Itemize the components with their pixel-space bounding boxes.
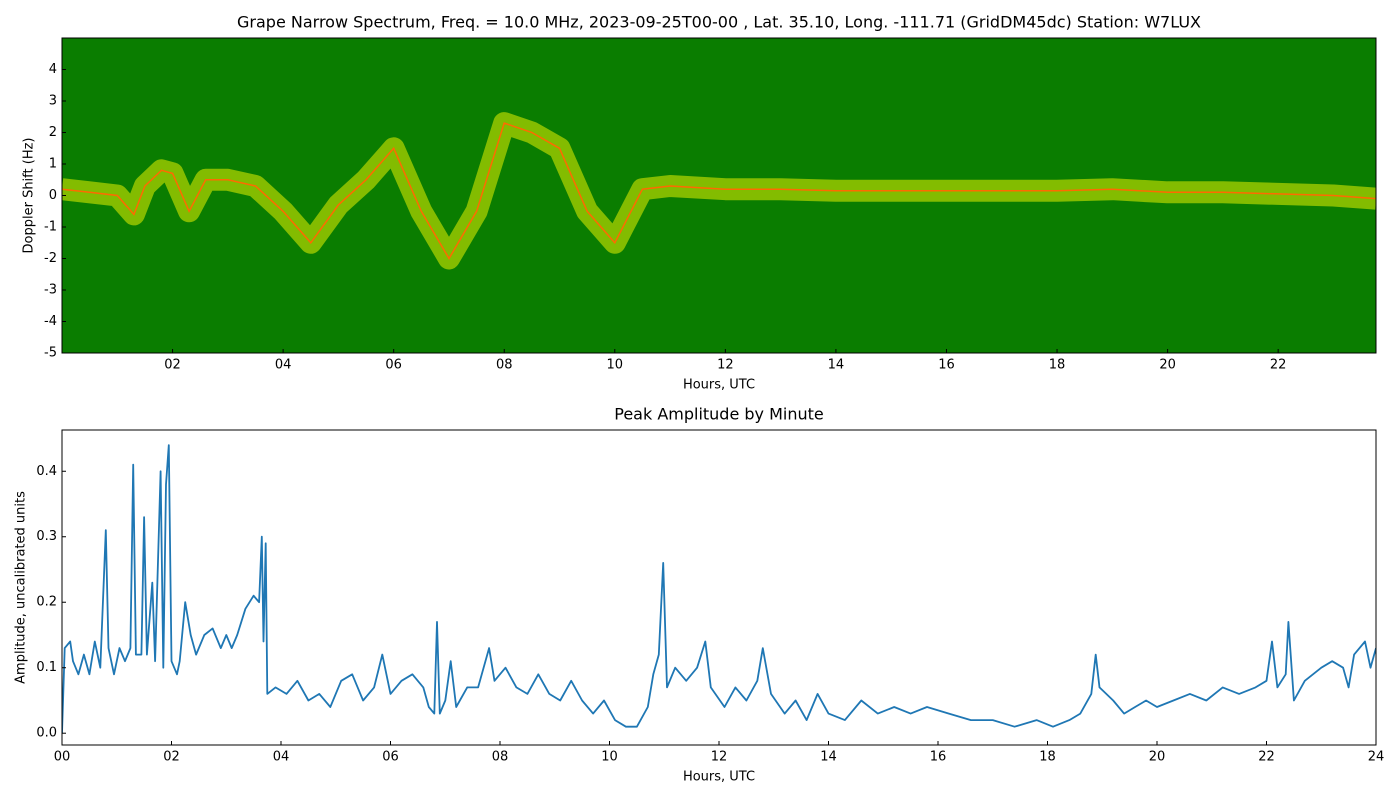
- x-tick-label: 06: [385, 358, 402, 373]
- y-axis-label: Doppler Shift (Hz): [22, 138, 37, 254]
- chart-title: Peak Amplitude by Minute: [614, 405, 824, 424]
- x-tick-label: 00: [54, 750, 71, 765]
- x-tick-label: 02: [163, 750, 180, 765]
- y-tick-label: 0: [49, 188, 57, 203]
- x-tick-label: 20: [1159, 358, 1176, 373]
- y-tick-label: 2: [49, 125, 57, 140]
- x-tick-label: 10: [601, 750, 618, 765]
- x-tick-label: 24: [1368, 750, 1385, 765]
- x-tick-label: 04: [273, 750, 290, 765]
- x-tick-label: 02: [164, 358, 181, 373]
- y-tick-label: 0.0: [36, 726, 57, 741]
- x-axis-label: Hours, UTC: [683, 770, 755, 785]
- y-tick-label: 0.2: [36, 595, 57, 610]
- x-tick-label: 10: [607, 358, 624, 373]
- x-tick-label: 16: [938, 358, 955, 373]
- x-tick-label: 20: [1149, 750, 1166, 765]
- x-tick-label: 22: [1270, 358, 1287, 373]
- x-tick-label: 04: [275, 358, 292, 373]
- y-tick-label: -2: [44, 251, 57, 266]
- doppler-trace: [62, 122, 1376, 260]
- y-tick-label: 0.4: [36, 464, 57, 479]
- x-tick-label: 14: [820, 750, 837, 765]
- x-tick-label: 08: [496, 358, 513, 373]
- x-tick-label: 16: [930, 750, 947, 765]
- y-tick-label: -4: [44, 314, 57, 329]
- x-tick-label: 18: [1039, 750, 1056, 765]
- x-tick-label: 18: [1049, 358, 1066, 373]
- x-tick-label: 14: [828, 358, 845, 373]
- y-axis-label: Amplitude, uncalibrated units: [14, 491, 29, 684]
- y-tick-label: -5: [44, 346, 57, 361]
- y-tick-label: -1: [44, 220, 57, 235]
- y-tick-label: 0.1: [36, 660, 57, 675]
- x-axis-label: Hours, UTC: [683, 378, 755, 393]
- y-tick-label: -3: [44, 283, 57, 298]
- x-tick-label: 12: [711, 750, 728, 765]
- x-tick-label: 22: [1258, 750, 1275, 765]
- y-tick-label: 0.3: [36, 529, 57, 544]
- amplitude-line: [62, 444, 1376, 734]
- y-tick-label: 1: [49, 157, 57, 172]
- y-tick-label: 4: [49, 62, 57, 77]
- x-tick-label: 06: [382, 750, 399, 765]
- y-tick-label: 3: [49, 94, 57, 109]
- x-tick-label: 12: [717, 358, 734, 373]
- chart-title: Grape Narrow Spectrum, Freq. = 10.0 MHz,…: [237, 13, 1201, 32]
- x-tick-label: 08: [492, 750, 509, 765]
